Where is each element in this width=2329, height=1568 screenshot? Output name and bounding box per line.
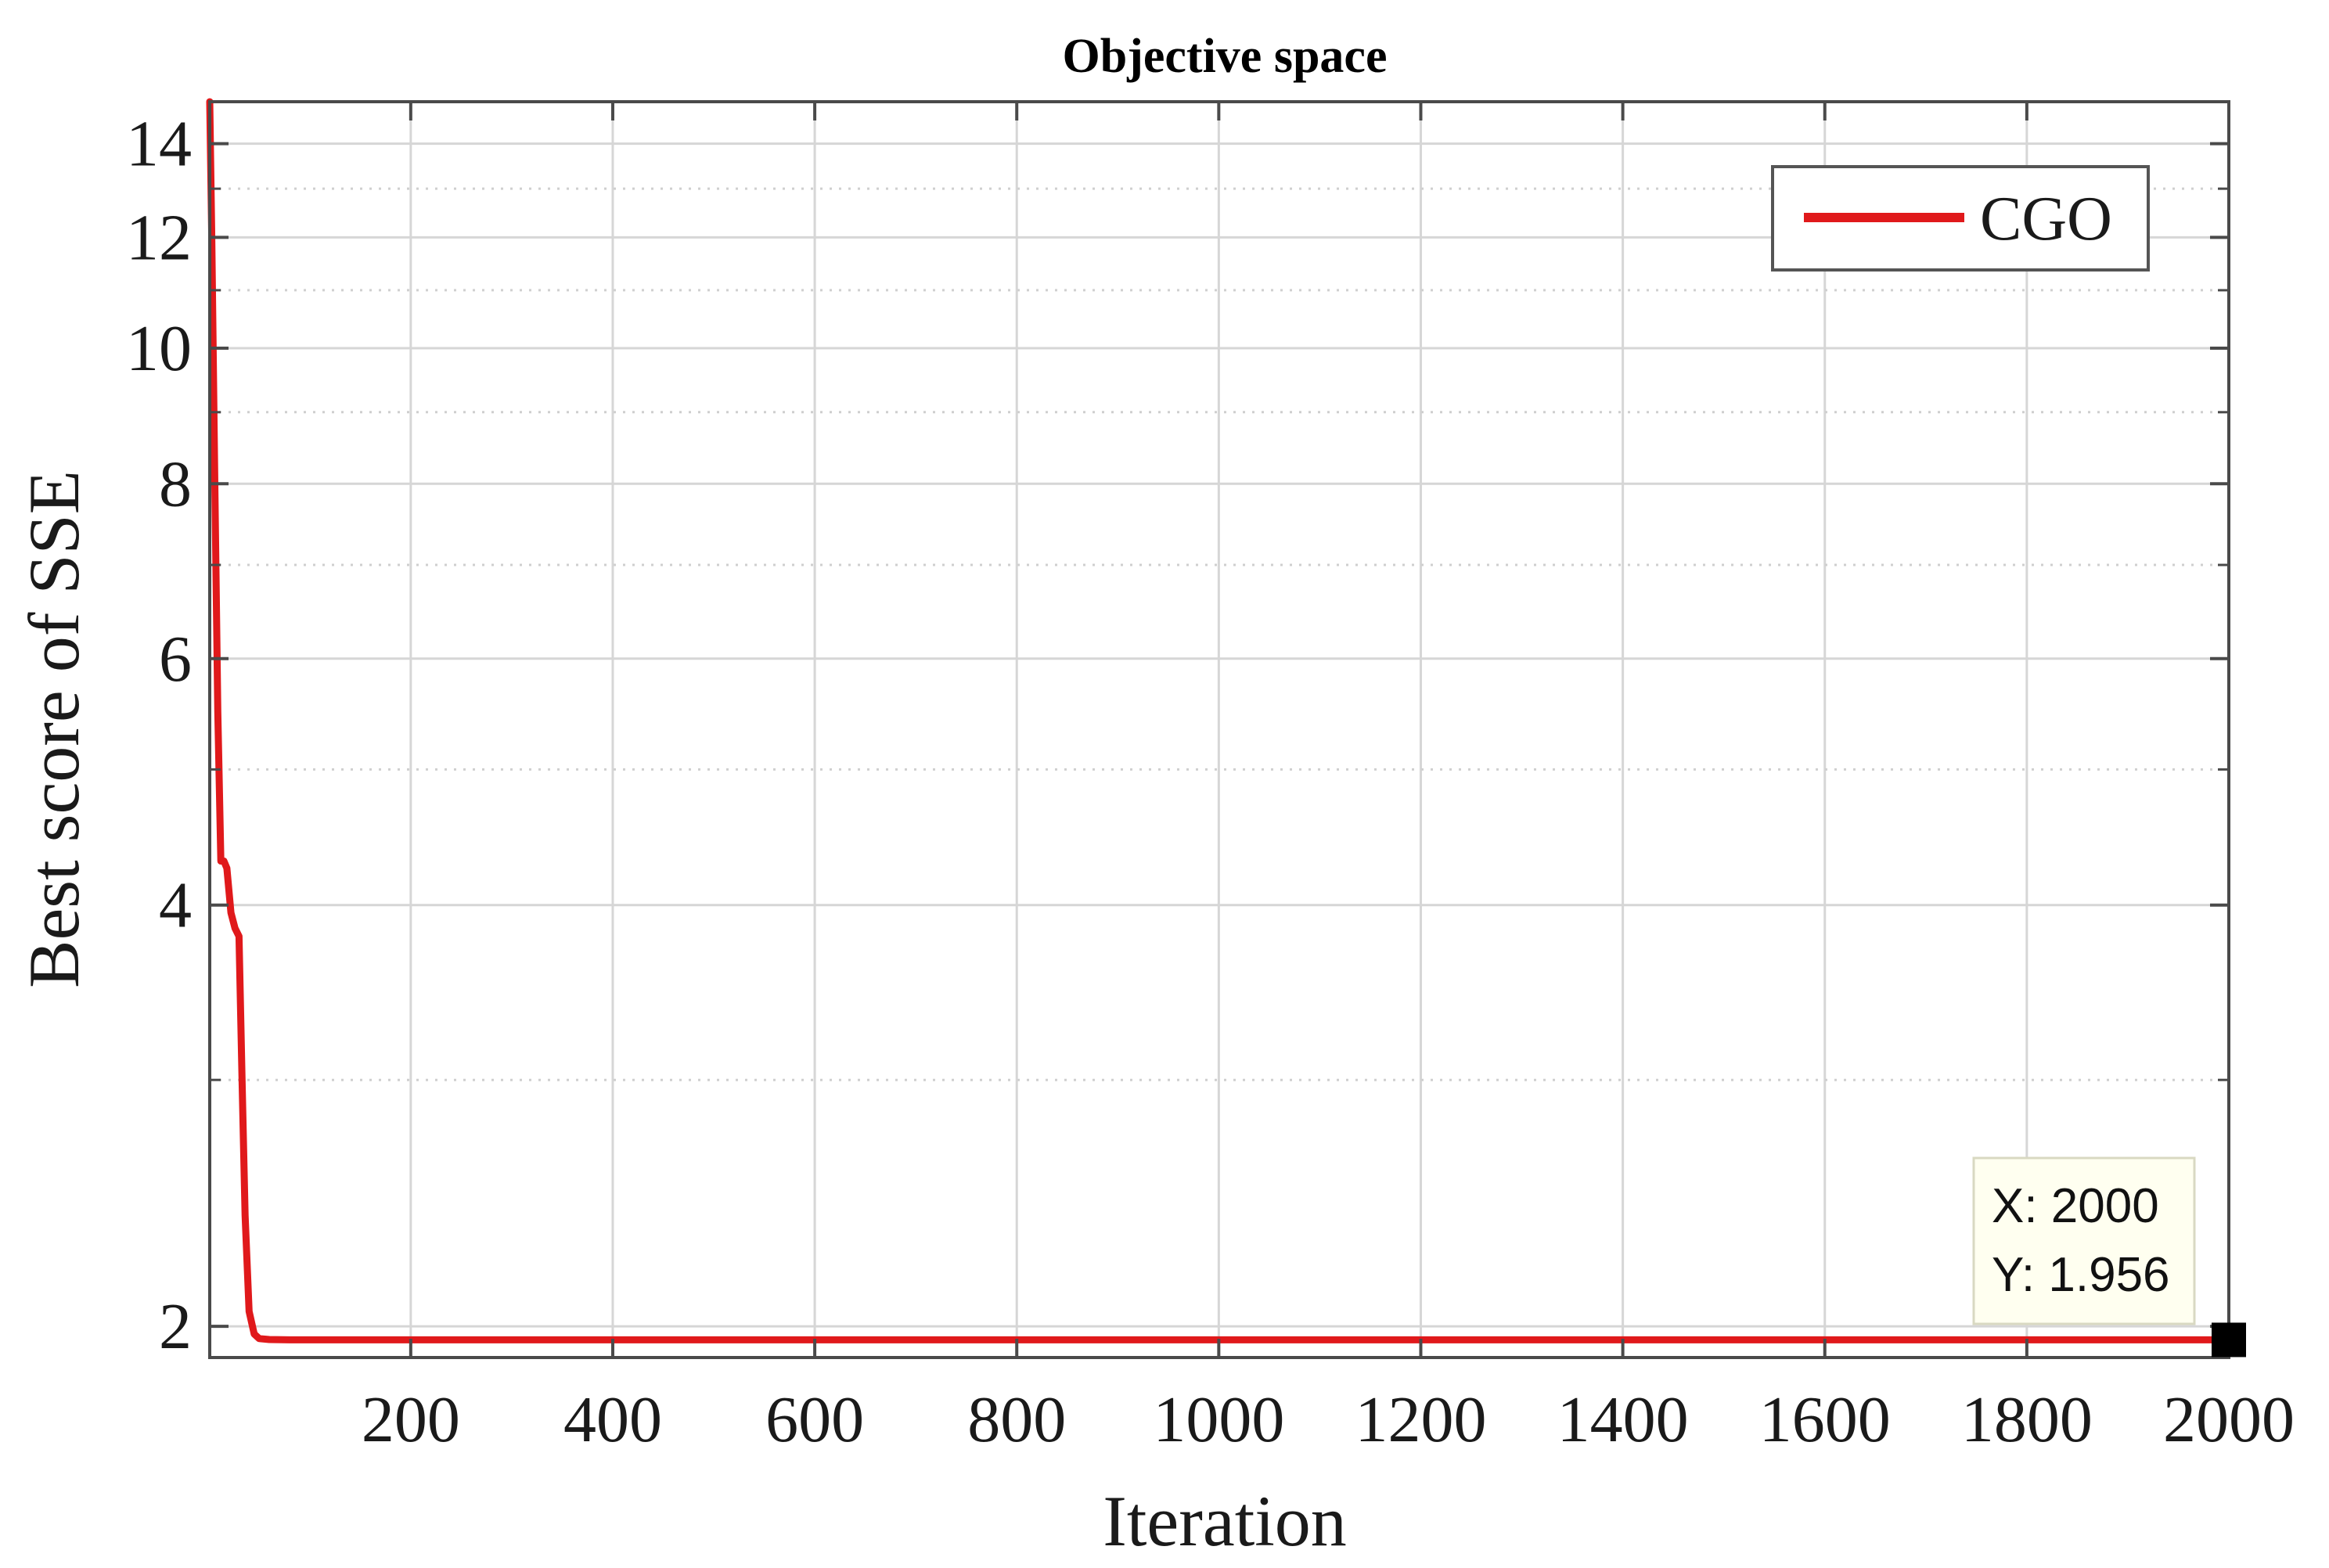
x-tick-label: 1000 xyxy=(1153,1383,1284,1456)
x-tick-label: 1400 xyxy=(1557,1383,1689,1456)
x-tick-label: 200 xyxy=(362,1383,460,1456)
tick-marks xyxy=(210,102,2230,1358)
data-tip-y: Y: 1.956 xyxy=(1992,1248,2170,1302)
data-tip-marker xyxy=(2212,1322,2246,1358)
legend[interactable]: CGO xyxy=(1771,165,2150,272)
y-axis-label: Best score of SSE xyxy=(14,470,94,988)
y-tick-label: 12 xyxy=(126,201,192,274)
x-tick-label: 600 xyxy=(765,1383,864,1456)
x-tick-label: 1800 xyxy=(1961,1383,2093,1456)
y-tick-label: 10 xyxy=(126,312,192,385)
y-tick-label: 8 xyxy=(159,448,192,520)
x-axis-label: Iteration xyxy=(1103,1481,1347,1561)
series-layer xyxy=(206,98,2233,1343)
x-tick-labels: 200 400 600 800 1000 1200 1400 1600 1800 2000 xyxy=(362,1383,2295,1456)
data-tip-box xyxy=(1972,1156,2196,1325)
data-tip[interactable]: X: 2000 Y: 1.956 xyxy=(1972,1156,2246,1358)
x-tick-label: 2000 xyxy=(2163,1383,2295,1456)
series-line-cgo xyxy=(206,98,2233,1343)
x-tick-label: 1200 xyxy=(1355,1383,1486,1456)
x-tick-label: 400 xyxy=(563,1383,662,1456)
y-tick-label: 2 xyxy=(159,1290,192,1363)
y-tick-label: 6 xyxy=(159,623,192,696)
data-tip-x: X: 2000 xyxy=(1992,1179,2159,1233)
legend-label-cgo: CGO xyxy=(1980,185,2112,254)
y-tick-label: 14 xyxy=(126,108,192,181)
x-tick-label: 800 xyxy=(967,1383,1066,1456)
plot-area xyxy=(206,98,2233,1359)
chart-title: Objective space xyxy=(1063,30,1388,83)
y-tick-label: 4 xyxy=(159,869,192,942)
x-tick-label: 1600 xyxy=(1759,1383,1891,1456)
y-tick-labels: 2 4 6 8 10 12 14 xyxy=(126,108,192,1364)
